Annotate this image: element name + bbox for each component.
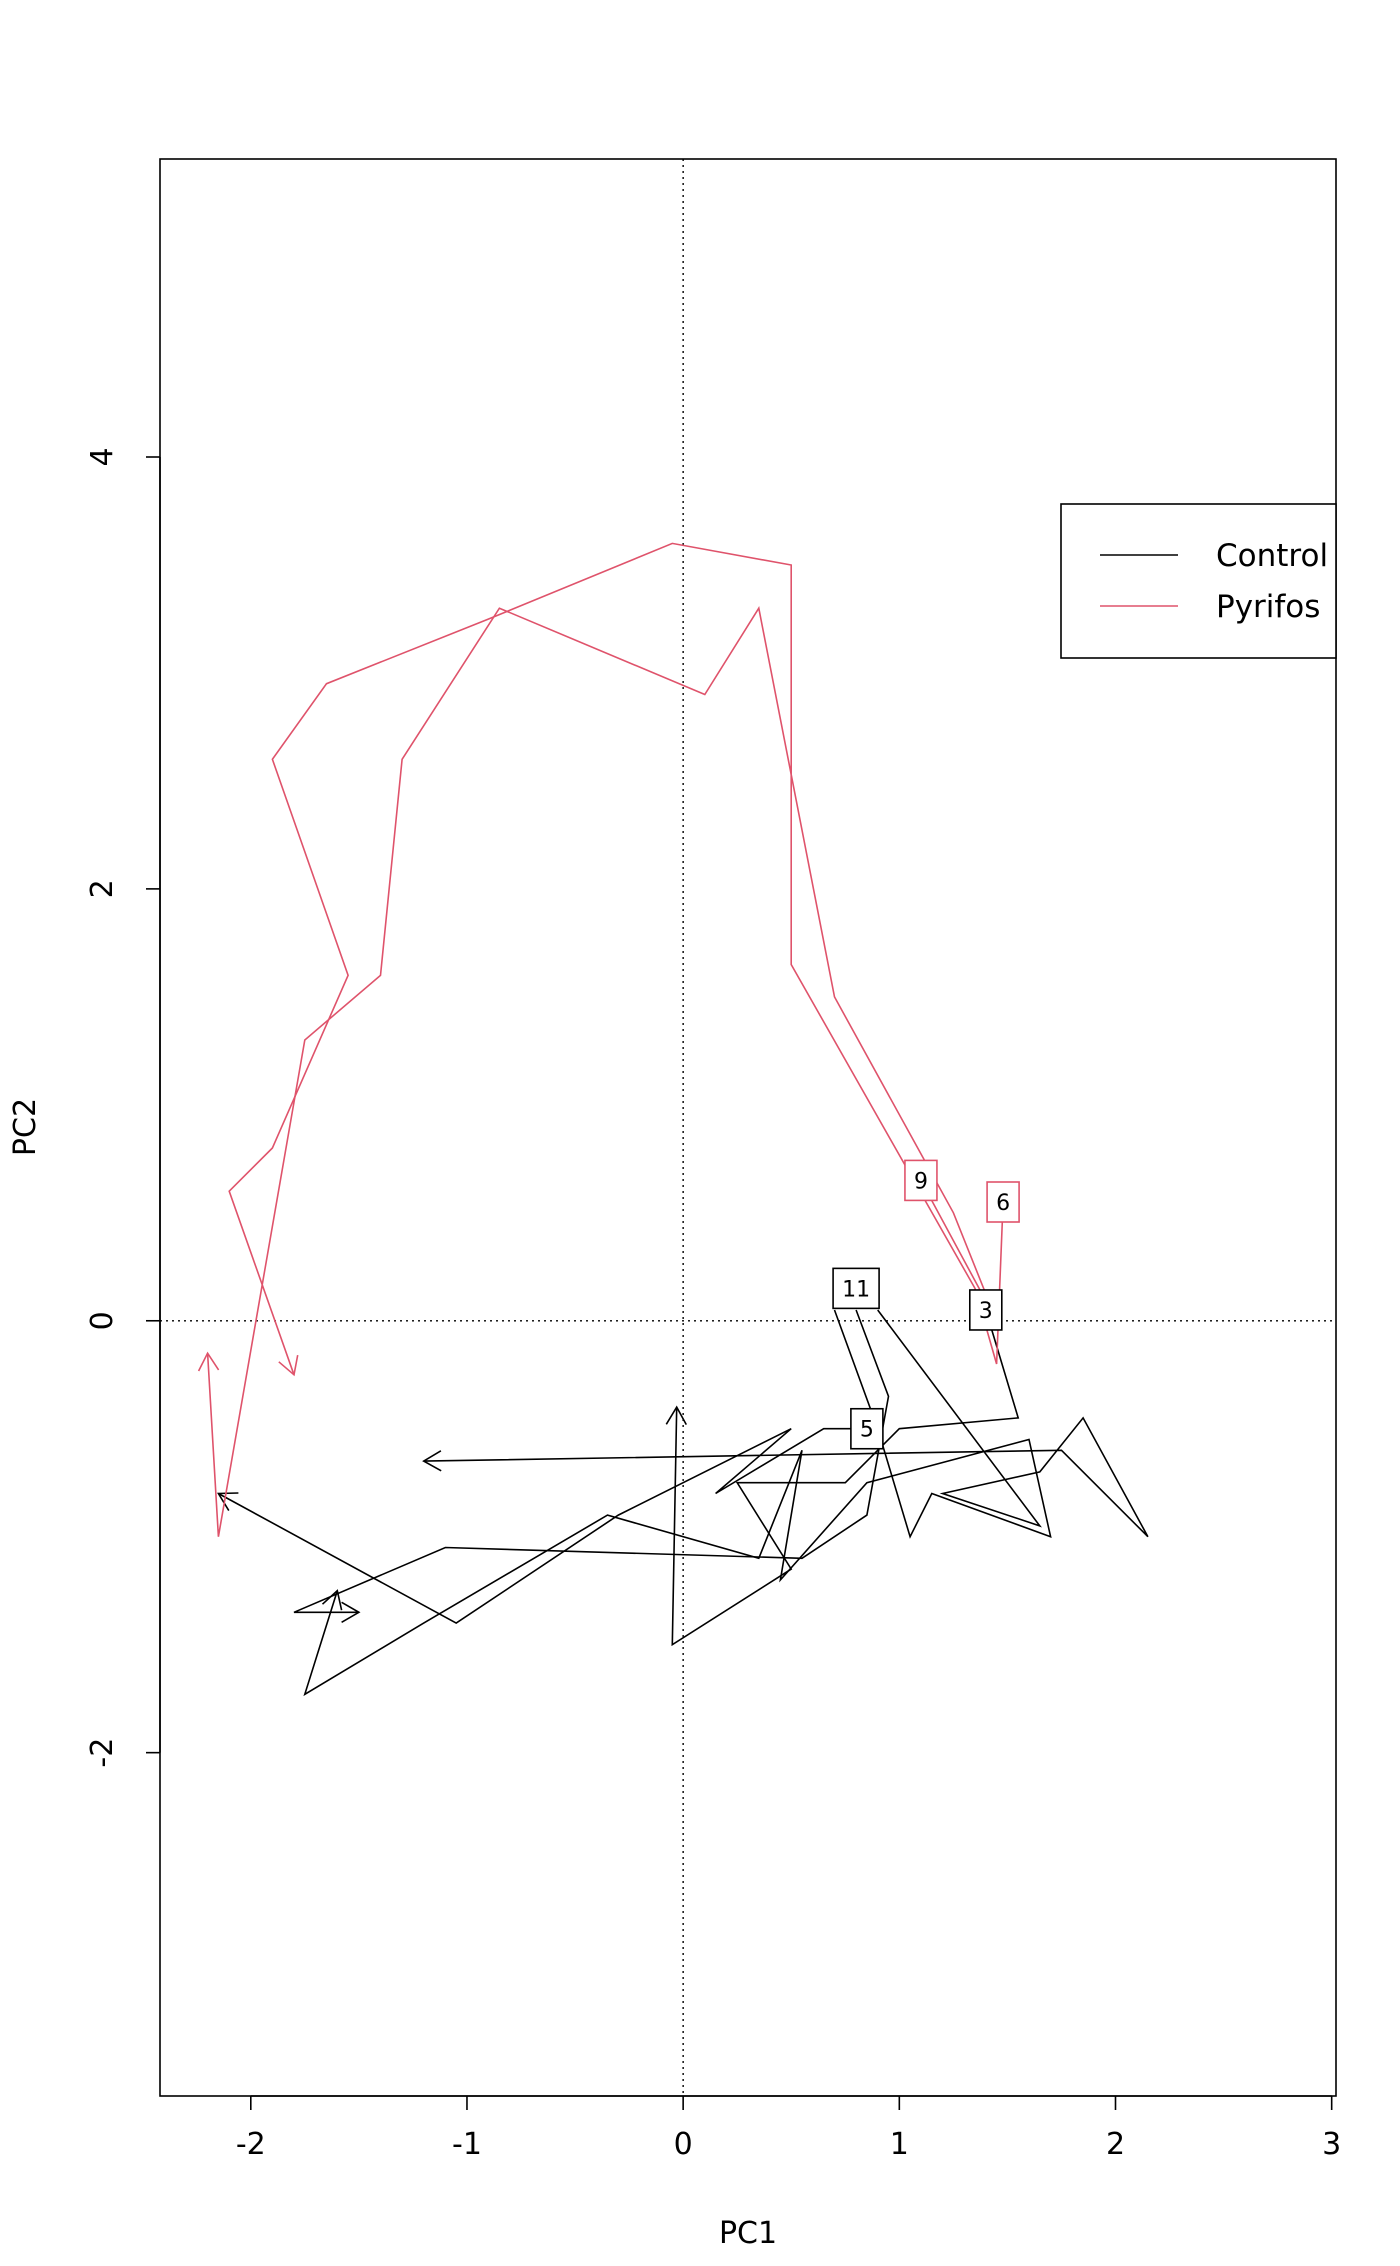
point-label-box-control [850,1407,884,1450]
x-tick-label: 0 [674,2127,693,2162]
arrowhead-control [422,1450,442,1472]
y-tick-label: 2 [85,879,120,898]
zero-reference-lines [160,159,1336,2096]
point-label-box-pyrifos [986,1181,1020,1223]
trajectory-line-control [423,1309,1149,1538]
y-axis: -2 0 2 4 [85,447,161,1768]
point-label-pyrifos: 9 [914,1169,928,1194]
arrowhead-pyrifos [197,1351,220,1372]
point-label-control: 5 [860,1418,874,1443]
point-label-box-pyrifos [904,1159,938,1202]
arrowhead-pyrifos [278,1354,299,1377]
legend-label-pyrifos: Pyrifos [1216,589,1320,625]
point-label-box-control [832,1267,880,1310]
arrowhead-control [341,1601,361,1623]
y-tick-label: 0 [85,1311,120,1330]
arrowhead-control [216,1492,239,1512]
x-tick-label: -2 [236,2127,266,2162]
x-tick-label: 1 [890,2127,909,2162]
trajectory-line-control [671,1309,1020,1647]
x-axis-label: PC1 [719,2216,777,2251]
legend-box [1060,503,1337,659]
legend: Control Pyrifos [1060,503,1337,659]
x-axis: -2 -1 0 1 2 3 [236,2095,1341,2162]
x-tick-label: 3 [1322,2127,1341,2162]
y-axis-label: PC2 [8,1098,43,1156]
y-tick-label: -2 [85,1738,120,1768]
point-label-box-control [968,1289,1003,1331]
legend-label-control: Control [1216,538,1328,574]
point-labels: 11 3 5 9 6 [832,1159,1020,1450]
x-tick-label: 2 [1106,2127,1125,2162]
data-layer [197,542,1149,1697]
point-label-control: 11 [842,1277,870,1302]
arrowhead-control [665,1405,688,1425]
trajectory-line-control [303,1309,1052,1697]
y-tick-label: 4 [85,447,120,466]
trajectory-line-pyrifos [206,606,998,1537]
point-label-pyrifos: 6 [996,1191,1010,1216]
x-tick-label: -1 [452,2127,482,2162]
point-label-control: 3 [979,1299,993,1324]
trajectory-line-control [218,1427,867,1625]
trajectory-line-control [293,1309,890,1614]
trajectory-line-pyrifos [228,542,1004,1376]
arrowhead-control [321,1589,343,1611]
